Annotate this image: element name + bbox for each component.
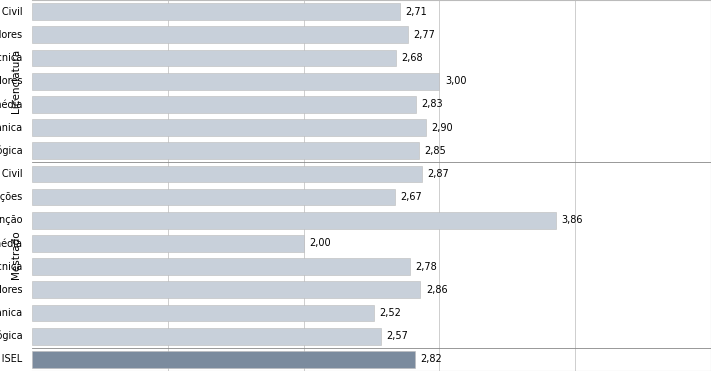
Text: 2,00: 2,00	[309, 239, 331, 249]
Text: 2,85: 2,85	[424, 146, 447, 156]
Text: 2,87: 2,87	[427, 169, 449, 179]
Text: Licenciatura: Licenciatura	[11, 49, 21, 113]
Bar	[32, 96, 417, 113]
Text: 3,86: 3,86	[562, 215, 583, 225]
Bar	[32, 50, 396, 66]
Bar	[32, 26, 408, 43]
Text: Engenharia Mecânica: Engenharia Mecânica	[0, 122, 23, 133]
Text: Engenharia Informática e Multimédia: Engenharia Informática e Multimédia	[0, 99, 23, 109]
Bar	[32, 3, 400, 20]
Text: 2,68: 2,68	[402, 53, 423, 63]
Text: 2,86: 2,86	[426, 285, 447, 295]
Text: Mestrado: Mestrado	[11, 231, 21, 279]
Text: 2,67: 2,67	[400, 192, 422, 202]
Text: Engenharia de Electrónica e Telecomunicações e de Computadores: Engenharia de Electrónica e Telecomunica…	[0, 30, 23, 40]
Bar	[32, 235, 304, 252]
Bar	[32, 305, 374, 321]
Bar	[32, 119, 426, 136]
Text: 2,82: 2,82	[420, 354, 442, 364]
Text: 2,90: 2,90	[432, 122, 453, 132]
Text: Engenharia Química e Biológica: Engenharia Química e Biológica	[0, 331, 23, 341]
Text: 2,83: 2,83	[422, 99, 444, 109]
Text: Engenharia Informática e de Computadores: Engenharia Informática e de Computadores	[0, 76, 23, 86]
Text: 2,77: 2,77	[414, 30, 435, 40]
Text: Engenharia Civil: Engenharia Civil	[0, 169, 23, 179]
Text: Engenharia Electrotécnica: Engenharia Electrotécnica	[0, 262, 23, 272]
Bar	[32, 189, 395, 206]
Text: Média do ISEL: Média do ISEL	[0, 354, 23, 364]
Text: Engenharia Informática e de Computadores: Engenharia Informática e de Computadores	[0, 285, 23, 295]
Text: 3,00: 3,00	[445, 76, 466, 86]
Bar	[32, 351, 415, 368]
Bar	[32, 212, 556, 229]
Text: Engenharia Electrotécnica: Engenharia Electrotécnica	[0, 53, 23, 63]
Bar	[32, 328, 381, 345]
Text: Engenharia Civil: Engenharia Civil	[0, 7, 23, 17]
Text: 2,71: 2,71	[405, 7, 427, 17]
Bar	[32, 258, 410, 275]
Bar	[32, 282, 420, 298]
Text: 2,57: 2,57	[387, 331, 408, 341]
Text: Engenharia de Redes de Comunicação e Multimédia: Engenharia de Redes de Comunicação e Mul…	[0, 238, 23, 249]
Bar	[32, 73, 439, 89]
Text: 2,52: 2,52	[380, 308, 402, 318]
Text: 2,78: 2,78	[415, 262, 437, 272]
Bar	[32, 165, 422, 182]
Text: Engenharia de Manutenção: Engenharia de Manutenção	[0, 215, 23, 225]
Text: Engenharia Mecânica: Engenharia Mecânica	[0, 308, 23, 318]
Text: Engenharia Química e Biológica: Engenharia Química e Biológica	[0, 145, 23, 156]
Bar	[32, 142, 419, 159]
Text: Engenharia de Electrónica e Telecomunicações: Engenharia de Electrónica e Telecomunica…	[0, 192, 23, 202]
